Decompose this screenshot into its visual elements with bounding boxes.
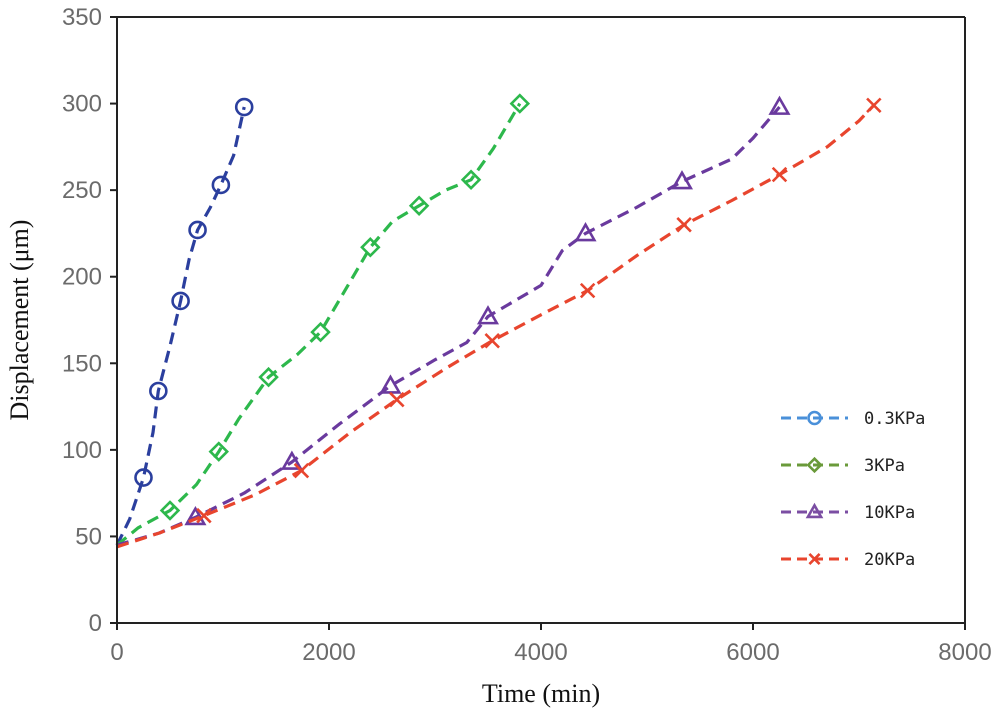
data-point-0-3kpa [134, 468, 153, 487]
data-point-0-3kpa [188, 220, 207, 240]
data-point-10kpa [670, 170, 694, 190]
data-point-3kpa [408, 195, 430, 216]
data-point-3kpa [509, 93, 531, 114]
data-point-20kpa [866, 97, 882, 114]
legend-label-10kpa: 10KPa [864, 503, 915, 523]
data-point-20kpa [771, 166, 788, 183]
data-point-10kpa [379, 374, 402, 394]
series-line-0-3kpa [115, 106, 246, 546]
legend-label-3kpa: 3KPa [864, 456, 905, 476]
data-point-10kpa [476, 305, 500, 325]
legend-label-0-3kpa: 0.3KPa [864, 409, 925, 429]
data-point-10kpa [768, 95, 791, 115]
series-3kpa [115, 93, 531, 547]
legend-label-20kpa: 20KPa [864, 550, 915, 570]
series-line-3kpa [115, 102, 522, 547]
data-point-10kpa [280, 450, 303, 470]
y-tick-label: 50 [75, 523, 102, 550]
data-point-3kpa [208, 441, 229, 462]
x-tick-label: 2000 [302, 639, 355, 666]
legend-marker-3kpa [806, 456, 823, 474]
data-point-3kpa [159, 500, 181, 521]
y-tick-label: 150 [62, 350, 102, 377]
y-axis-title: Displacement (μm) [5, 220, 34, 421]
data-point-20kpa [579, 282, 596, 299]
data-point-0-3kpa [211, 175, 231, 195]
y-tick-label: 100 [62, 437, 102, 464]
data-point-0-3kpa [234, 97, 254, 117]
x-tick-label: 0 [110, 639, 123, 666]
data-point-0-3kpa [149, 381, 168, 401]
data-point-20kpa [196, 507, 212, 524]
data-point-3kpa [310, 321, 331, 343]
series-line-10kpa [116, 105, 781, 547]
series-20kpa [116, 97, 882, 549]
data-point-20kpa [676, 217, 692, 233]
data-point-3kpa [258, 366, 279, 388]
legend-marker-20kpa [808, 552, 821, 566]
legend-entry-3kpa: 3KPa [781, 456, 905, 476]
series-0-3kpa [115, 97, 254, 546]
data-point-0-3kpa [171, 291, 190, 311]
legend-entry-0-3kpa: 0.3KPa [781, 409, 925, 429]
y-tick-label: 300 [62, 91, 102, 118]
legend-entry-10kpa: 10KPa [781, 502, 915, 523]
legend: 0.3KPa 3KPa 10KPa 20KPa [781, 409, 925, 570]
y-tick-label: 350 [62, 4, 102, 31]
data-point-20kpa [484, 333, 500, 349]
legend-entry-20kpa: 20KPa [781, 550, 915, 570]
y-tick-label: 250 [62, 177, 102, 204]
x-axis-title: Time (min) [482, 679, 600, 708]
axes-layer [116, 16, 966, 624]
data-point-20kpa [293, 462, 310, 479]
data-point-3kpa [460, 169, 482, 190]
data-point-10kpa [574, 222, 597, 242]
data-point-3kpa [360, 237, 381, 258]
data-point-20kpa [389, 391, 405, 408]
y-tick-label: 0 [89, 610, 102, 637]
x-tick-label: 4000 [514, 639, 567, 666]
series-10kpa [116, 95, 791, 547]
legend-marker-0-3kpa [807, 410, 822, 426]
data-point-10kpa [184, 505, 207, 526]
y-tick-label: 200 [62, 264, 102, 291]
series-layer [115, 93, 882, 549]
x-tick-label: 8000 [938, 639, 991, 666]
x-tick-label: 6000 [726, 639, 779, 666]
legend-marker-10kpa [805, 502, 824, 519]
ticks-layer: 0 2000 4000 6000 8000 0 50 100 150 200 250 300 350 [62, 4, 992, 666]
series-line-20kpa [116, 104, 875, 549]
